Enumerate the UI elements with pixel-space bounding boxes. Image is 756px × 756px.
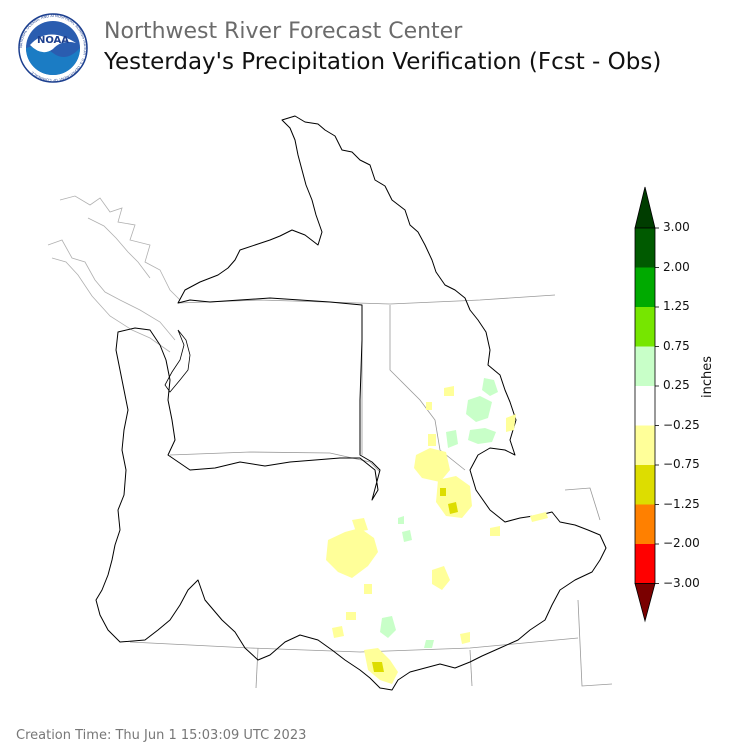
- colorbar-top-extension: [634, 186, 656, 229]
- colorbar-tick-label: 3.00: [663, 220, 690, 234]
- precip-areas-strong-negative: [372, 488, 458, 672]
- colorbar-bin: [635, 267, 655, 307]
- colorbar-bin: [635, 386, 655, 426]
- colorbar-bin: [635, 544, 655, 584]
- precip-areas-positive: [380, 378, 498, 648]
- colorbar-tick-label: −0.75: [663, 457, 700, 471]
- noaa-logo-text: NOAA: [37, 35, 69, 46]
- colorbar-tick-label: 0.25: [663, 378, 690, 392]
- colorbar-tick-label: −3.00: [663, 576, 700, 590]
- colorbar-tick-label: −1.25: [663, 497, 700, 511]
- colorbar: [634, 186, 659, 623]
- colorbar-bottom-extension: [634, 583, 656, 623]
- bc-coastline: [47, 195, 181, 353]
- colorbar-bin: [635, 425, 655, 465]
- creation-time: Creation Time: Thu Jun 1 15:03:09 UTC 20…: [16, 728, 307, 743]
- colorbar-tick-label: 0.75: [663, 339, 690, 353]
- colorbar-bin: [635, 504, 655, 544]
- basin-outline: [95, 115, 607, 691]
- org-title: Northwest River Forecast Center: [104, 19, 463, 44]
- page-title: Yesterday's Precipitation Verification (…: [104, 49, 662, 75]
- colorbar-tick-label: 1.25: [663, 299, 690, 313]
- colorbar-tick-label: −2.00: [663, 536, 700, 550]
- noaa-logo: NOAA NATIONAL OCEANIC AND ATMOSPHERIC AD…: [18, 13, 88, 83]
- colorbar-bin: [635, 228, 655, 268]
- colorbar-bin: [635, 307, 655, 347]
- colorbar-unit-label: inches: [700, 355, 715, 398]
- puget-sound: [164, 329, 191, 393]
- colorbar-bin: [635, 346, 655, 386]
- colorbar-tick-label: 2.00: [663, 260, 690, 274]
- colorbar-bin: [635, 465, 655, 505]
- state-borders: [129, 294, 613, 689]
- colorbar-tick-label: −0.25: [663, 418, 700, 432]
